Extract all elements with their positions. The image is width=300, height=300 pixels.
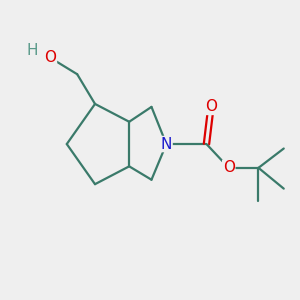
Text: N: N <box>161 136 172 152</box>
Text: O: O <box>44 50 56 65</box>
Text: O: O <box>205 99 217 114</box>
Text: O: O <box>223 160 235 175</box>
Text: H: H <box>26 43 38 58</box>
